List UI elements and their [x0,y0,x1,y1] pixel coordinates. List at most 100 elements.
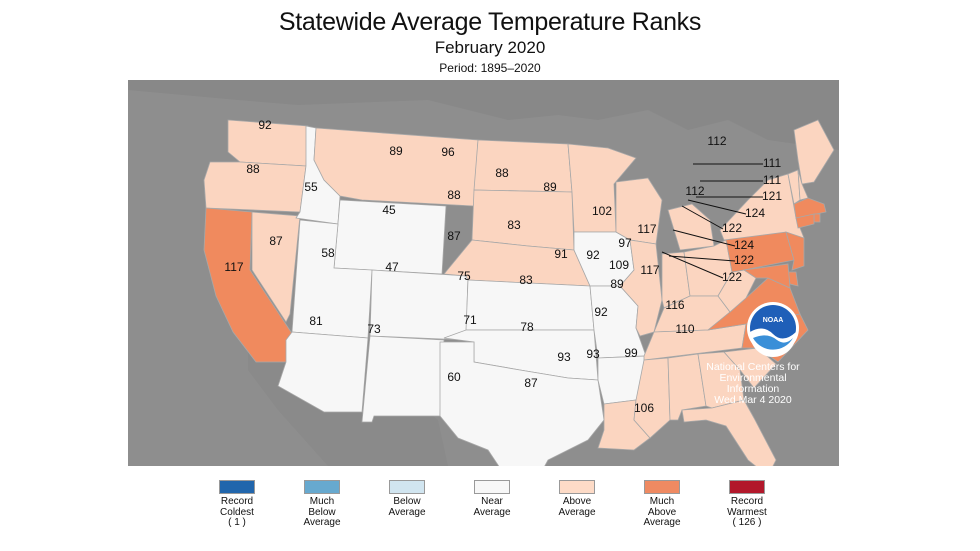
state-ct [795,213,815,229]
legend-swatch [559,480,595,494]
rank-label-ok: 71 [463,313,477,327]
rank-label-pa: 117 [637,222,656,236]
rank-label-ms: 93 [557,350,571,364]
rank-label-ri: 124 [745,206,765,220]
legend-item: Record Warmest ( 126 ) [702,480,792,529]
legend: Record Coldest ( 1 ) Much Below Average Be… [200,480,800,545]
legend-item: Much Above Average [617,480,707,529]
legend-item: Record Coldest ( 1 ) [192,480,282,529]
rank-label-vt: 111 [763,156,782,170]
legend-swatch [474,480,510,494]
state-nv [251,211,301,323]
rank-label-ct: 122 [722,221,742,235]
leader-line-ct [681,205,724,230]
credit-line-4: Wed Mar 4 2020 [714,394,792,406]
rank-label-mi: 102 [592,204,612,218]
rank-label-id: 55 [304,180,318,194]
states-layer [203,119,835,466]
state-fl [681,399,777,466]
legend-label: Near Average [473,496,511,518]
rank-label-oh: 97 [618,236,632,250]
state-tx [439,341,605,466]
state-mn [567,143,637,233]
legend-label: Above Average [558,496,596,518]
leader-line-md [661,251,724,279]
leader-lines-layer [661,163,763,279]
rank-label-fl: 106 [634,401,654,415]
state-sc [723,347,777,389]
state-nd [473,139,573,193]
rank-label-nc: 116 [665,298,684,312]
rank-label-ks: 75 [457,269,471,283]
state-il [619,239,663,337]
legend-swatch [304,480,340,494]
rank-label-ga: 99 [624,346,638,360]
rank-label-ar: 78 [520,320,534,334]
rank-label-nv: 87 [269,234,283,248]
canada-region [128,80,839,150]
rank-label-ut: 58 [321,246,335,260]
leader-line-de [668,255,736,262]
credit-block: National Centers for Environmental Infor… [706,361,800,406]
leader-line-ri [687,199,747,215]
page-subtitle: February 2020 [434,38,546,57]
state-ny [719,173,805,243]
rank-label-de: 122 [734,253,754,267]
state-az [277,331,369,413]
rank-label-wa: 92 [258,118,272,132]
leader-line-nj [672,229,736,247]
rank-labels-layer: 92 88 117 87 55 89 45 58 81 47 73 96 88 87 75 71 60 88 83 8… [224,118,782,415]
rank-label-sc: 110 [675,322,694,336]
rank-label-mt: 89 [389,144,403,158]
rank-label-nj: 124 [734,238,754,252]
legend-label: Much Above Average [643,496,681,528]
rank-label-ny: 112 [685,184,704,198]
credit-line-3: Information [727,383,780,395]
rank-label-mn: 88 [495,166,509,180]
rank-label-mo: 83 [519,273,533,287]
state-nm [361,335,445,423]
rank-label-in: 92 [586,248,600,262]
state-sd [471,189,575,251]
legend-item: Above Average [532,480,622,518]
credit-line-1: National Centers for [706,361,800,373]
state-md [742,263,791,289]
legend-item: Near Average [447,480,537,518]
rank-label-al: 93 [586,347,600,361]
rank-label-co: 47 [385,260,399,274]
legend-label: Below Average [388,496,426,518]
us-temperature-rank-map: 92 88 117 87 55 89 45 58 81 47 73 96 88 87 75 71 60 88 83 8… [128,80,839,466]
rank-label-md: 122 [722,270,742,284]
rank-label-la: 87 [524,376,538,390]
rank-label-va: 117 [640,263,659,277]
legend-swatch [729,480,765,494]
rank-label-nd: 96 [441,145,455,159]
rank-label-tx: 60 [447,370,461,384]
state-ri [813,213,821,223]
legend-swatch [644,480,680,494]
rank-label-wi: 89 [543,180,557,194]
rank-label-ky: 89 [610,277,624,291]
rank-label-ma: 121 [762,189,782,203]
legend-swatch [219,480,255,494]
rank-label-wv: 109 [609,258,629,272]
state-co [369,269,469,341]
noaa-logo-text: NOAA [763,317,784,324]
rank-label-az: 81 [309,314,323,328]
state-ma [793,197,827,219]
rank-label-il: 91 [554,247,568,261]
page-title: Statewide Average Temperature Ranks [278,8,702,36]
legend-label: Much Below Average [303,496,341,528]
legend-label: Record Warmest ( 126 ) [727,496,767,528]
state-me [793,119,835,185]
rank-label-nm: 73 [367,322,381,336]
rank-label-ne: 87 [447,229,461,243]
rank-label-ia: 83 [507,218,521,232]
rank-label-tn: 92 [594,305,608,319]
rank-label-wy: 45 [382,203,396,217]
rank-label-me: 112 [707,134,726,148]
rank-label-or: 88 [246,162,260,176]
legend-label: Record Coldest ( 1 ) [220,496,254,528]
state-ca [203,207,294,363]
rank-label-sd: 88 [447,188,461,202]
